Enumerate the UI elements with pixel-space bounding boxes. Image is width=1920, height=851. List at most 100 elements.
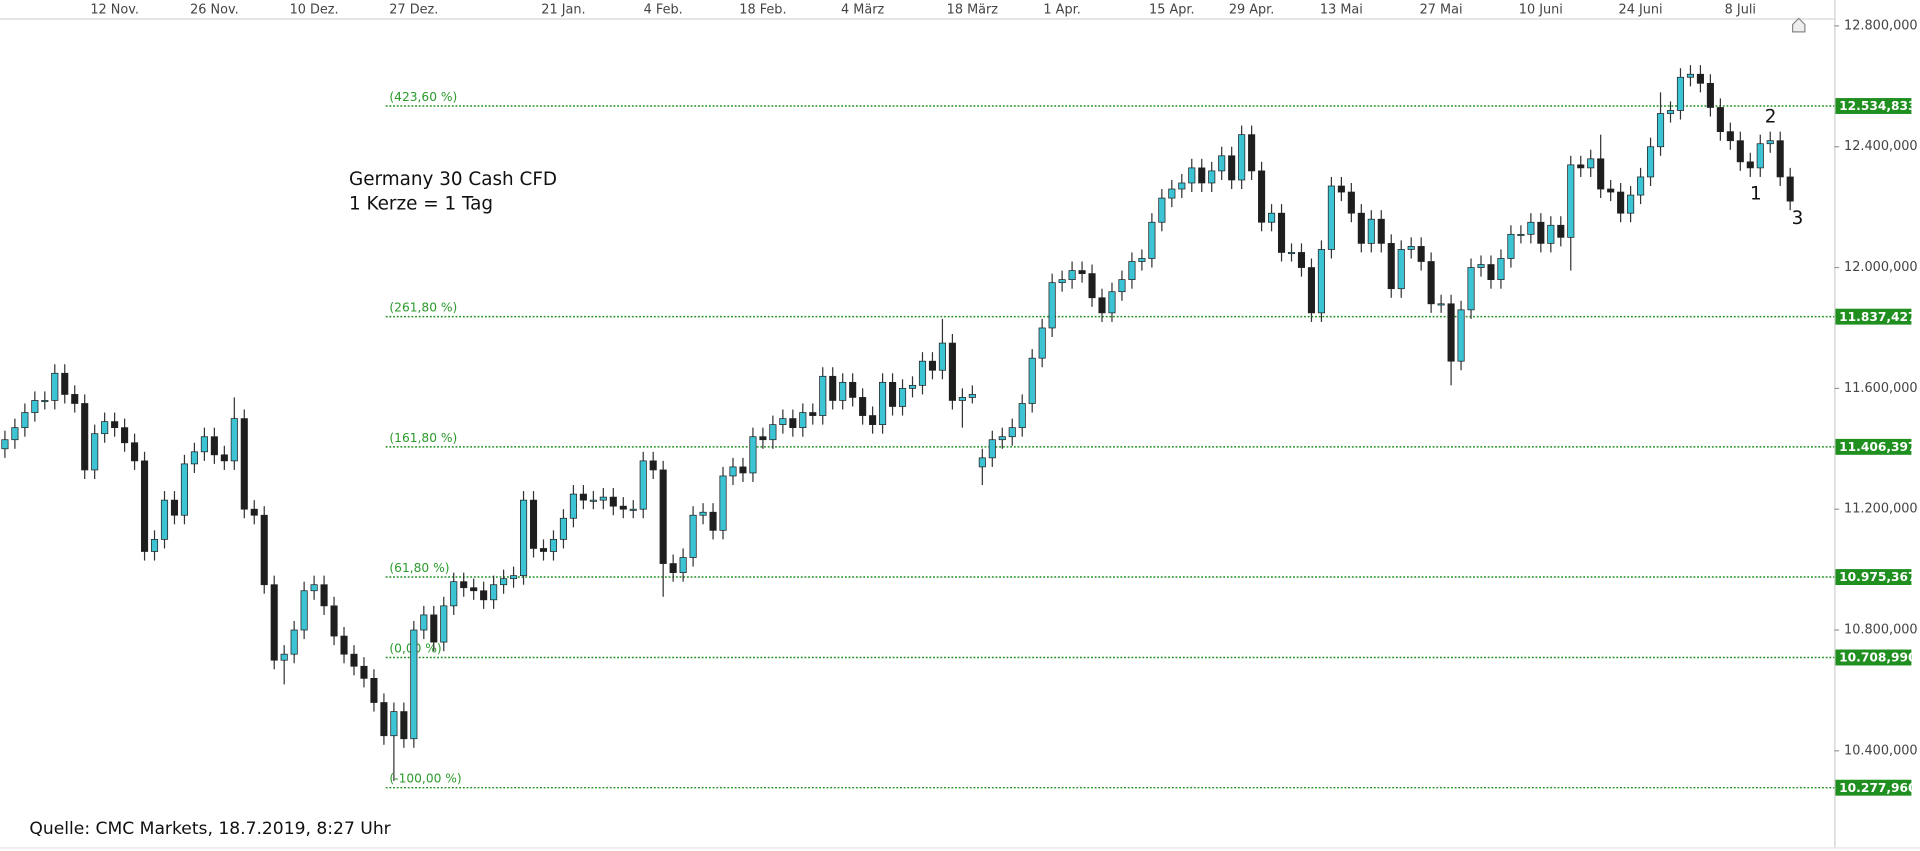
candle-body	[1108, 291, 1116, 314]
candle-body	[839, 381, 847, 401]
candle-body	[639, 460, 647, 510]
candle-body	[1686, 73, 1694, 78]
candle-body	[1427, 261, 1435, 305]
candle-body	[370, 677, 378, 703]
candle-body	[938, 342, 946, 371]
candle-body	[549, 539, 558, 552]
candle-body	[1756, 143, 1764, 169]
candle-body	[849, 381, 857, 398]
plot: 10.400,000 10.800,000 11.200,000 11.600,000…	[1, 2, 1918, 796]
candle-body	[1527, 221, 1535, 235]
y-tick-label: 11.200,000	[1844, 502, 1918, 517]
candle-body	[1098, 297, 1106, 314]
candle-body	[859, 397, 867, 416]
candle-body	[579, 493, 587, 501]
candle-body	[869, 415, 877, 425]
candle-body	[1786, 176, 1794, 202]
candle-body	[709, 511, 717, 531]
candle-body	[1158, 197, 1166, 223]
candle-body	[11, 427, 19, 441]
candle-body	[1168, 188, 1176, 199]
wave-label: 3	[1792, 208, 1804, 229]
x-tick-label: 27 Mai	[1420, 2, 1463, 17]
candle-body	[1647, 146, 1655, 178]
candle-body	[1078, 270, 1086, 274]
candle-body	[1676, 76, 1685, 111]
candle-body	[1477, 264, 1485, 268]
candle-body	[1277, 212, 1286, 253]
candle-body	[340, 635, 348, 655]
candle-body	[978, 457, 986, 468]
candle-body	[1696, 73, 1704, 84]
candle-body	[390, 711, 398, 737]
candle-body	[1437, 303, 1445, 306]
candle-body	[350, 653, 358, 667]
candle-body	[1746, 161, 1754, 169]
candle-body	[559, 517, 567, 540]
candle-body	[1726, 131, 1734, 142]
candle-body	[1457, 309, 1465, 362]
candle-body	[968, 394, 976, 398]
candle-body	[1188, 167, 1196, 184]
candle-body	[380, 702, 388, 737]
candle-body	[1228, 155, 1236, 181]
level-tag	[1835, 779, 1912, 796]
candle-body	[879, 381, 887, 425]
candle-body	[1377, 218, 1385, 244]
candle-body	[519, 499, 528, 577]
candle-body	[1028, 357, 1036, 404]
candle-body	[1467, 267, 1475, 311]
candle-body	[400, 711, 408, 740]
candle-body	[81, 403, 89, 471]
candle-body	[649, 460, 657, 471]
candle-body	[121, 427, 129, 444]
level-tag	[1835, 98, 1912, 114]
home-icon[interactable]	[1792, 17, 1806, 33]
y-tick-label: 12.400,000	[1844, 139, 1918, 154]
x-tick-label: 24 Juni	[1619, 2, 1663, 17]
candle-body	[510, 575, 518, 580]
level-tag	[1835, 308, 1912, 325]
candle-body	[310, 584, 318, 592]
x-tick-label: 1 Apr.	[1043, 2, 1080, 17]
candle-body	[759, 436, 767, 441]
candle-body	[629, 508, 637, 511]
candle-body	[729, 466, 737, 477]
wave-label: 2	[1765, 107, 1777, 128]
candle-body	[1706, 82, 1714, 108]
candle-body	[819, 375, 827, 416]
candle-body	[330, 605, 338, 637]
candle-body	[719, 475, 727, 531]
candle-body	[270, 584, 278, 661]
candle-body	[91, 433, 99, 471]
level-tag	[1835, 649, 1912, 666]
candle-body	[61, 372, 69, 395]
candle-body	[190, 451, 198, 465]
candle-body	[958, 397, 966, 401]
chart-subtitle: 1 Kerze = 1 Tag	[349, 193, 493, 214]
x-tick-label: 10 Dez.	[290, 2, 339, 17]
x-tick-label: 21 Jan.	[541, 2, 585, 17]
candle-body	[1138, 258, 1146, 262]
candle-body	[1357, 212, 1365, 244]
candle-body	[51, 372, 59, 401]
candle-body	[290, 629, 298, 655]
candle-body	[140, 460, 149, 552]
level-tag	[1835, 438, 1912, 455]
candle-body	[1317, 249, 1325, 314]
x-tick-label: 18 März	[947, 2, 999, 17]
candle-body	[809, 412, 817, 416]
level-tag-label: 10.975,367	[1839, 570, 1916, 584]
candle-body	[1128, 261, 1136, 281]
candle-body	[1557, 224, 1565, 238]
candle-body	[1337, 185, 1345, 193]
x-tick-label: 4 März	[841, 2, 884, 17]
y-tick-label: 10.400,000	[1844, 743, 1918, 758]
candle-body	[769, 424, 777, 441]
candle-body	[1567, 164, 1575, 238]
candle-body	[1367, 218, 1375, 244]
candle-body	[1656, 113, 1665, 148]
candle-body	[320, 584, 328, 607]
candle-body	[220, 454, 228, 462]
